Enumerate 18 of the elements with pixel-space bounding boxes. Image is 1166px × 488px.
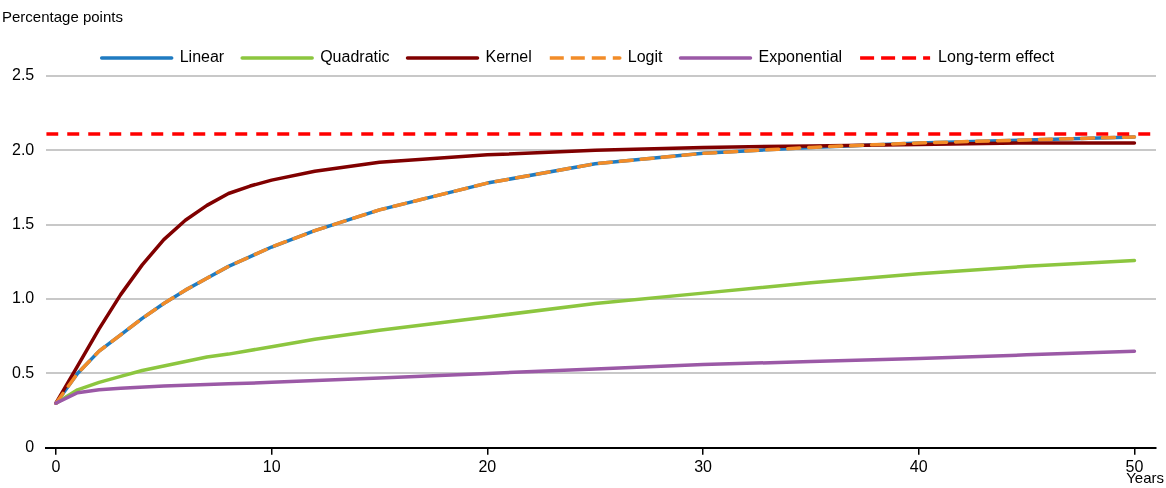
x-tick-label: 40 [909, 457, 928, 475]
legend-label: Linear [179, 48, 225, 66]
x-tick-label: 0 [51, 457, 61, 475]
x-tick-label: 20 [478, 457, 497, 475]
legend-label: Kernel [485, 48, 532, 66]
x-tick-label: 10 [262, 457, 281, 475]
y-axis-title: Percentage points [2, 7, 123, 25]
legend-label: Quadratic [320, 48, 390, 66]
y-tick-label: 0 [25, 438, 35, 456]
x-tick-label: 30 [694, 457, 713, 475]
y-tick-label: 0.5 [11, 363, 35, 381]
y-tick-label: 2.0 [11, 140, 35, 158]
y-tick-label: 1.0 [11, 289, 35, 307]
legend-label: Exponential [758, 48, 843, 66]
legend-label: Logit [627, 48, 664, 66]
y-tick-label: 2.5 [11, 66, 35, 84]
y-tick-label: 1.5 [11, 215, 35, 233]
legend-label: Long-term effect [938, 48, 1055, 66]
